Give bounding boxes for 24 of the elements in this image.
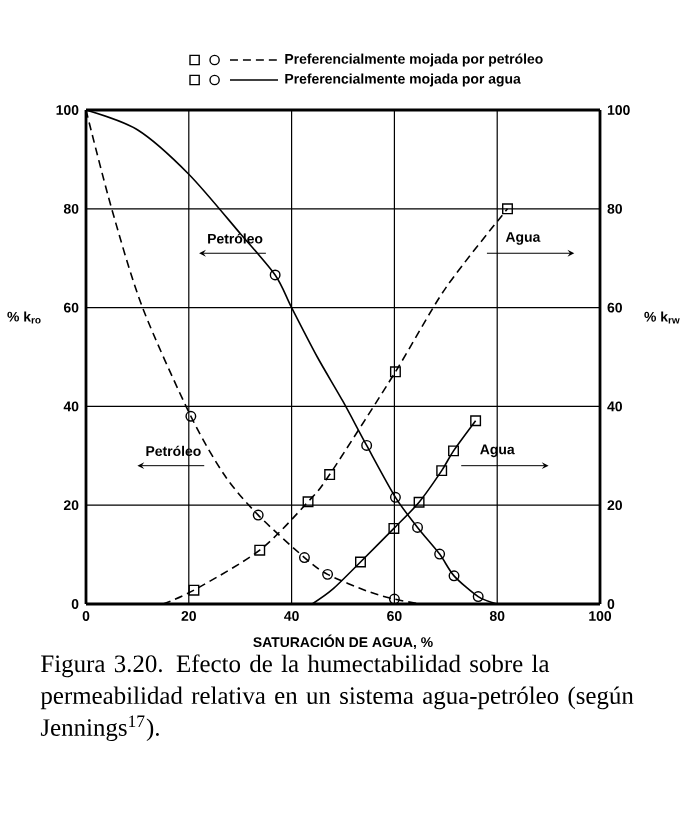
- point: [502, 203, 513, 215]
- point: [322, 568, 334, 580]
- point: [185, 410, 197, 422]
- point: [361, 439, 373, 451]
- point: [254, 544, 266, 556]
- point: [412, 521, 424, 533]
- point: [355, 556, 366, 568]
- point: [389, 366, 401, 378]
- point: [436, 465, 448, 477]
- point: [302, 496, 314, 508]
- point: [388, 522, 400, 534]
- point: [448, 570, 460, 582]
- point: [470, 415, 482, 427]
- point: [252, 509, 264, 521]
- point: [389, 491, 401, 503]
- point: [413, 496, 425, 508]
- point: [298, 552, 310, 564]
- text: Figura 3.20. Efecto de la humectabilidad sobre la permeabilidad relativa en un sistema agua-petróleo (según Jennings$^{17}$).: [40, 654, 634, 742]
- point: [188, 584, 200, 596]
- point: [269, 269, 281, 281]
- point: [324, 469, 336, 481]
- point: [434, 548, 446, 560]
- point: [448, 445, 459, 457]
- point: [472, 591, 484, 603]
